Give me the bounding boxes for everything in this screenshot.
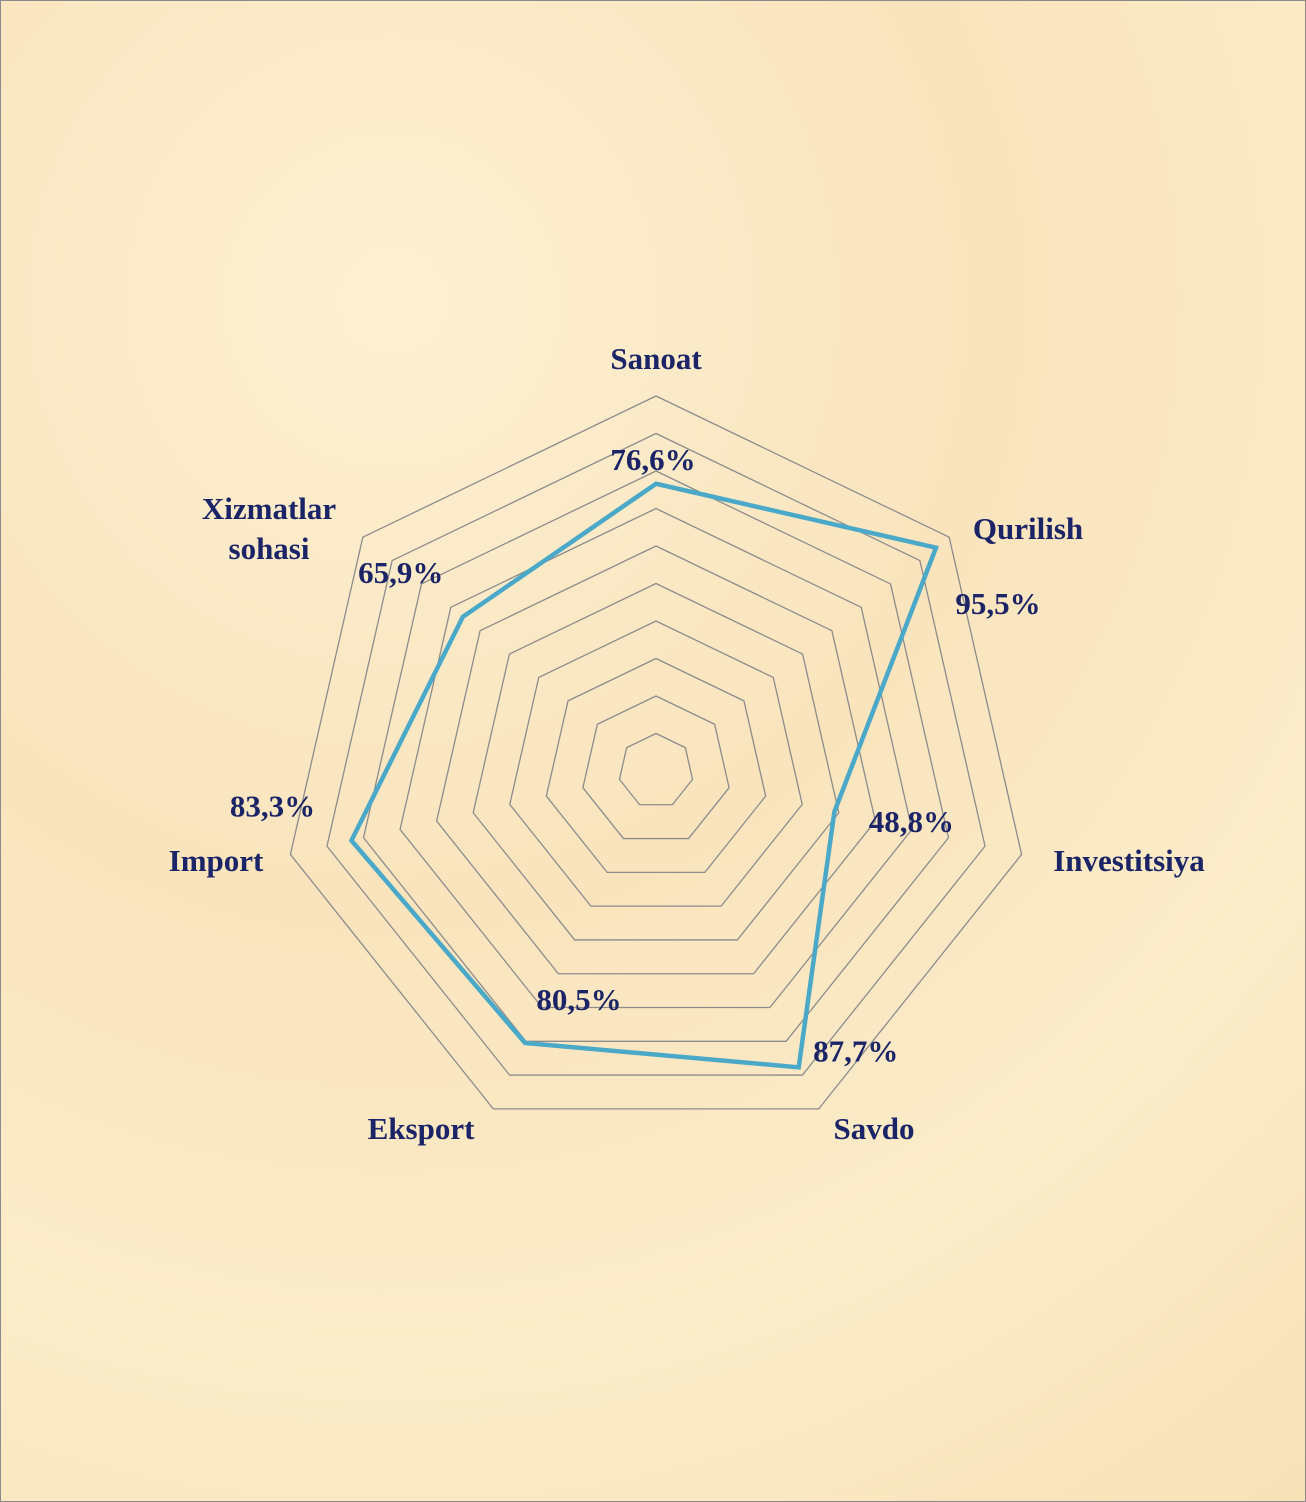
grid-ring [362, 470, 950, 1042]
category-label: Eksport [367, 1111, 475, 1146]
category-label: Sanoat [610, 341, 702, 376]
grid-ring [618, 732, 694, 806]
series-line [348, 481, 940, 1070]
category-label: Xizmatlar sohasi [201, 491, 337, 566]
category-label: Qurilish [972, 511, 1084, 546]
grid-ring [509, 620, 803, 907]
category-label: Import [168, 843, 264, 878]
value-label: 83,3% [230, 789, 315, 824]
value-label: 87,7% [813, 1033, 898, 1068]
value-label: 80,5% [536, 982, 621, 1017]
value-label: 65,9% [358, 555, 443, 590]
category-label: Investitsiya [1053, 843, 1205, 878]
grid-ring [435, 545, 877, 975]
grid-ring [326, 432, 986, 1076]
value-label: 95,5% [955, 586, 1040, 621]
grid-ring [399, 507, 913, 1009]
grid-ring [472, 582, 840, 941]
grid-ring [545, 657, 767, 874]
value-label: 76,6% [610, 442, 695, 477]
category-label: Savdo [833, 1111, 915, 1146]
grid-ring [582, 695, 730, 840]
grid-ring [289, 395, 1023, 1110]
value-label: 48,8% [869, 804, 954, 839]
